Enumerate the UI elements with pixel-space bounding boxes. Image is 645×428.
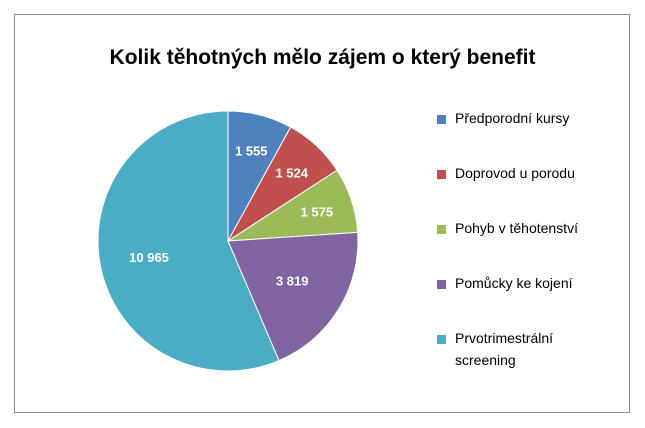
legend-swatch (437, 170, 446, 179)
data-label-5: 10 965 (129, 250, 169, 265)
legend-swatch (437, 225, 446, 234)
chart-title: Kolik těhotných mělo zájem o který benef… (109, 46, 536, 69)
data-label-1: 1 555 (235, 143, 268, 158)
legend-item: Doprovod u porodu (437, 165, 605, 184)
legend-label: Prvotrimestrální screening (455, 330, 554, 368)
data-label-2: 1 524 (275, 165, 308, 180)
legend-swatch (437, 115, 446, 124)
legend-label: Pomůcky ke kojení (455, 275, 573, 291)
legend-swatch (437, 280, 446, 289)
legend-label: Pohyb v těhotenství (455, 220, 578, 236)
legend-label: Doprovod u porodu (455, 165, 575, 181)
legend-item: Pomůcky ke kojení (437, 275, 605, 294)
legend-item: Prvotrimestrální screening (437, 330, 605, 371)
legend-item: Předporodní kursy (437, 110, 605, 129)
legend-label: Předporodní kursy (455, 110, 570, 126)
data-label-3: 1 575 (301, 204, 334, 219)
data-label-4: 3 819 (276, 273, 309, 288)
legend-item: Pohyb v těhotenství (437, 220, 605, 239)
pie-slice-4 (227, 231, 359, 362)
legend-swatch (437, 335, 446, 344)
pie-slice-5 (97, 110, 280, 372)
